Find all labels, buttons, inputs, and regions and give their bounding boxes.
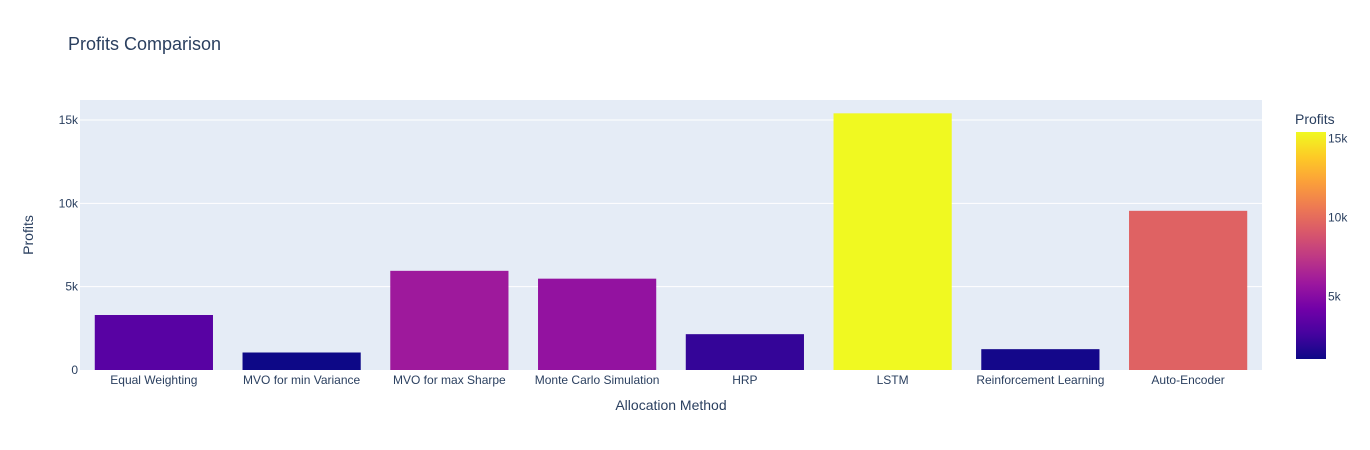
y-tick-label: 10k [59, 196, 79, 210]
y-tick-label: 5k [65, 280, 79, 294]
colorbar-tick-label: 15k [1328, 131, 1348, 145]
bars [94, 113, 1248, 371]
colorbar-scale [1296, 132, 1326, 359]
y-axis-ticks: 0 5k 10k 15k [59, 113, 79, 377]
x-tick-label: HRP [732, 373, 757, 387]
x-tick-label: Equal Weighting [110, 373, 197, 387]
colorbar-ticks: 5k 10k 15k [1328, 131, 1348, 303]
bar[interactable] [242, 352, 361, 371]
colorbar-tick-label: 10k [1328, 210, 1348, 224]
plot-background [80, 100, 1262, 370]
bar[interactable] [981, 349, 1100, 370]
x-tick-label: MVO for min Variance [243, 373, 360, 387]
bar[interactable] [94, 315, 213, 370]
x-tick-label: MVO for max Sharpe [393, 373, 506, 387]
x-tick-label: LSTM [877, 373, 909, 387]
chart-title: Profits Comparison [68, 34, 221, 54]
x-axis-ticks: Equal Weighting MVO for min Variance MVO f… [110, 373, 1225, 387]
x-tick-label: Auto-Encoder [1151, 373, 1224, 387]
bar[interactable] [833, 113, 952, 370]
x-axis-title: Allocation Method [615, 397, 726, 413]
bar[interactable] [390, 270, 509, 370]
colorbar: Profits 5k 10k 15k [1295, 111, 1348, 359]
y-axis-title: Profits [20, 215, 36, 255]
gridlines [80, 119, 1262, 288]
colorbar-tick-label: 5k [1328, 290, 1342, 304]
colorbar-title: Profits [1295, 111, 1335, 127]
x-tick-label: Monte Carlo Simulation [535, 373, 660, 387]
x-tick-label: Reinforcement Learning [976, 373, 1104, 387]
bar[interactable] [685, 334, 804, 370]
y-tick-label: 0 [71, 363, 78, 377]
bar[interactable] [1129, 210, 1248, 370]
y-tick-label: 15k [59, 113, 79, 127]
bar[interactable] [538, 278, 657, 370]
